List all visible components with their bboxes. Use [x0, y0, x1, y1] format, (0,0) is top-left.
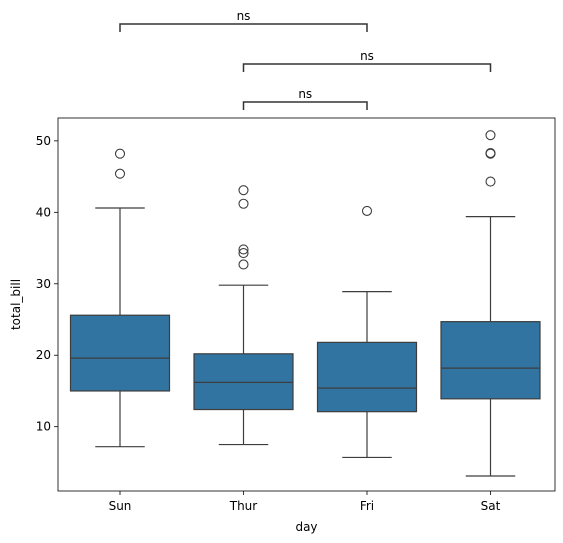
outlier-point: [238, 244, 249, 255]
box-fri: [316, 205, 418, 459]
x-tick-label: Sat: [481, 499, 501, 513]
x-tick-label: Thur: [229, 499, 258, 513]
y-tick-label: 20: [36, 348, 51, 362]
significance-bracket: ns: [119, 9, 368, 32]
box-iqr: [193, 353, 294, 411]
outlier-point: [238, 198, 249, 209]
y-axis-label: total_bill: [9, 279, 23, 330]
box-iqr: [69, 314, 171, 392]
bracket-line: [242, 63, 492, 72]
y-tick-label: 30: [36, 277, 51, 291]
outlier-point: [361, 205, 373, 216]
x-axis-label: day: [295, 520, 317, 534]
outlier-point: [485, 176, 496, 187]
significance-label: ns: [237, 9, 251, 23]
bracket-line: [119, 23, 368, 32]
significance-annotations: ns ns ns: [119, 9, 492, 110]
significance-label: ns: [298, 87, 312, 101]
y-axis: 10 20 30 40 50: [36, 134, 58, 434]
y-tick-label: 10: [36, 420, 51, 434]
significance-bracket: ns: [242, 49, 492, 72]
outlier-point: [238, 185, 249, 196]
plot-area-frame: [57, 117, 556, 492]
significance-bracket: ns: [242, 87, 368, 110]
outlier-point: [114, 168, 126, 179]
bracket-line: [242, 101, 368, 110]
outlier-point: [485, 148, 496, 159]
box-thur: [193, 185, 294, 446]
outlier-point: [238, 248, 249, 259]
box-iqr: [316, 341, 418, 413]
y-tick-label: 50: [36, 134, 51, 148]
box-iqr: [440, 321, 541, 400]
x-tick-label: Sun: [109, 499, 132, 513]
box-sat: [440, 130, 541, 477]
box-series: [69, 130, 541, 477]
outlier-point: [114, 148, 126, 159]
outlier-point: [485, 130, 496, 141]
outlier-point: [238, 259, 249, 270]
significance-label: ns: [360, 49, 374, 63]
box-sun: [69, 148, 171, 448]
x-tick-label: Fri: [360, 499, 374, 513]
y-tick-label: 40: [36, 205, 51, 219]
x-axis: Sun Thur Fri Sat: [109, 491, 501, 513]
